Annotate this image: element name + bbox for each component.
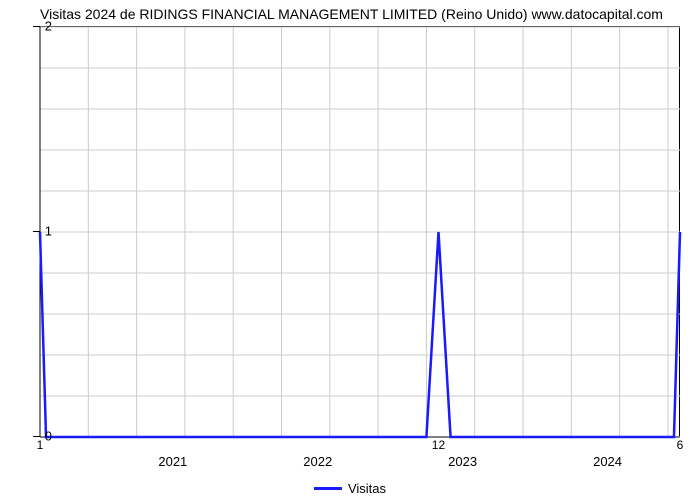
legend: Visitas bbox=[314, 481, 386, 496]
chart-svg bbox=[40, 27, 680, 437]
x-year-label: 2024 bbox=[593, 454, 622, 469]
visits-chart: Visitas 2024 de RIDINGS FINANCIAL MANAGE… bbox=[0, 0, 700, 500]
x-year-label: 2022 bbox=[303, 454, 332, 469]
y-tick-label: 1 bbox=[45, 224, 52, 239]
x-secondary-label: 12 bbox=[432, 438, 445, 452]
y-tick-label: 0 bbox=[45, 429, 52, 444]
legend-label: Visitas bbox=[348, 481, 386, 496]
x-year-label: 2021 bbox=[158, 454, 187, 469]
x-year-label: 2023 bbox=[448, 454, 477, 469]
plot-area bbox=[40, 26, 680, 436]
y-tick bbox=[33, 231, 40, 232]
legend-swatch bbox=[314, 487, 342, 490]
y-tick-label: 2 bbox=[45, 19, 52, 34]
y-tick bbox=[33, 436, 40, 437]
chart-title: Visitas 2024 de RIDINGS FINANCIAL MANAGE… bbox=[40, 6, 690, 22]
x-secondary-label: 6 bbox=[677, 438, 684, 452]
y-tick bbox=[33, 26, 40, 27]
x-secondary-label: 1 bbox=[37, 438, 44, 452]
